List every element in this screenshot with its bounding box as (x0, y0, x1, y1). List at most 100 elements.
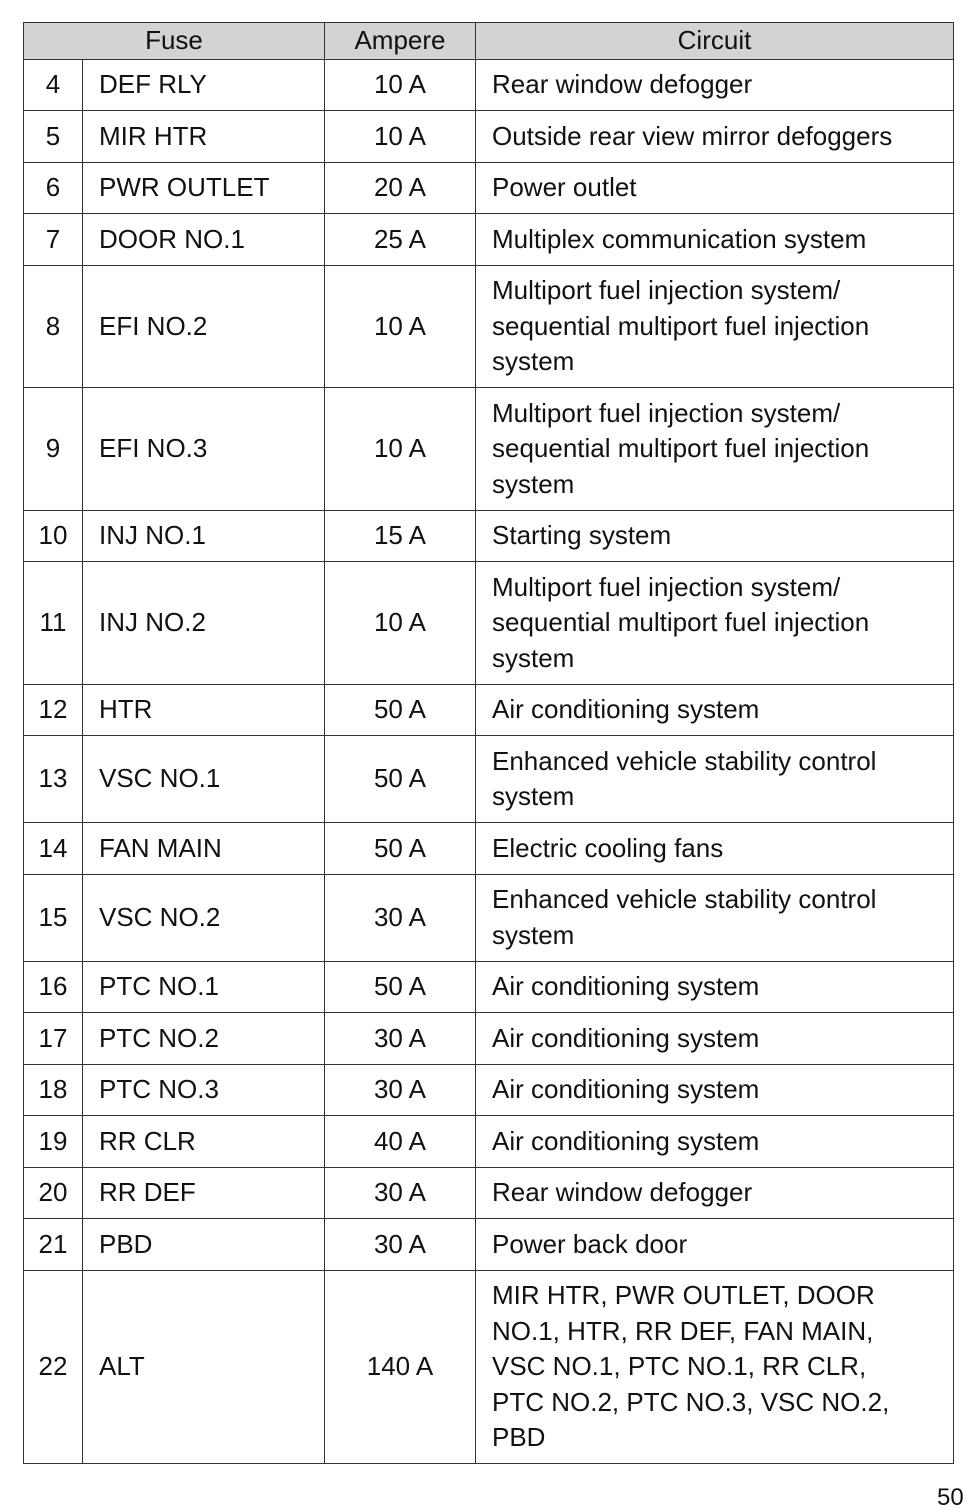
circuit: Air conditioning system (475, 1115, 954, 1168)
circuit: Air conditioning system (475, 1063, 954, 1116)
table-header: Fuse Ampere Circuit (23, 22, 954, 60)
circuit-line: Rear window defogger (492, 69, 753, 99)
circuit-line: VSC NO.1, PTC NO.1, RR CLR, (492, 1351, 867, 1381)
circuit: Air conditioning system (475, 1012, 954, 1065)
fuse-table: Fuse Ampere Circuit 4 DEF RLY 10 A Rear win… (23, 22, 954, 1464)
table-row: 21 PBD 30 A Power back door (23, 1218, 954, 1271)
fuse-name: PTC NO.2 (82, 1012, 325, 1065)
circuit-line: system (492, 919, 575, 950)
ampere: 50 A (324, 683, 476, 736)
fuse-name: DOOR NO.1 (82, 213, 325, 266)
fuse-name: ALT (82, 1269, 325, 1464)
circuit-line: system (492, 781, 575, 811)
fuse-number: 17 (23, 1012, 83, 1065)
circuit-line: Air conditioning system (492, 1022, 760, 1053)
header-cell: Fuse (23, 22, 325, 60)
ampere: 50 A (324, 960, 476, 1013)
circuit: Air conditioning system (475, 960, 954, 1013)
ampere: 30 A (324, 873, 476, 962)
circuit: MIR HTR, PWR OUTLET, DOOR NO.1, HTR, RR D… (475, 1269, 954, 1464)
circuit: Multiport fuel injection system/sequenti… (475, 264, 954, 388)
fuse-number: 19 (23, 1115, 83, 1168)
fuse-number: 21 (23, 1218, 83, 1271)
table-row: 19 RR CLR 40 A Air conditioning system (23, 1115, 954, 1168)
page-number: 50 (937, 1484, 964, 1511)
circuit-line: Air conditioning system (492, 694, 760, 724)
table-row: 22 ALT 140 A MIR HTR, PWR OUTLET, DOOR NO.1,… (23, 1269, 954, 1464)
table-row: 12 HTR 50 A Air conditioning system (23, 683, 954, 736)
fuse-name: INJ NO.2 (82, 561, 325, 685)
circuit-line: system (492, 642, 575, 673)
fuse-name: INJ NO.1 (82, 509, 325, 562)
fuse-number: 9 (23, 387, 83, 511)
circuit: Electric cooling fans (475, 822, 954, 875)
fuse-name: PTC NO.3 (82, 1063, 325, 1116)
ampere: 15 A (324, 509, 476, 562)
fuse-number: 4 (23, 58, 83, 111)
circuit-line: system (492, 468, 575, 499)
circuit: Multiport fuel injection system/sequenti… (475, 387, 954, 511)
fuse-number: 22 (23, 1269, 83, 1464)
circuit-line: NO.1, HTR, RR DEF, FAN MAIN, (492, 1315, 874, 1346)
circuit: Enhanced vehicle stability control system (475, 873, 954, 962)
fuse-name: PBD (82, 1218, 325, 1271)
fuse-number: 10 (23, 509, 83, 562)
circuit-line: Power back door (492, 1228, 688, 1259)
fuse-number: 13 (23, 735, 83, 823)
table-row: 7 DOOR NO.1 25 A Multiplex communication sy… (23, 213, 954, 266)
fuse-name: RR CLR (82, 1115, 325, 1168)
ampere: 20 A (324, 161, 476, 214)
fuse-number: 5 (23, 110, 83, 163)
ampere: 50 A (324, 822, 476, 875)
fuse-number: 15 (23, 873, 83, 962)
fuse-number: 6 (23, 161, 83, 214)
circuit-line: Air conditioning system (492, 1074, 760, 1104)
fuse-name: HTR (82, 683, 325, 736)
circuit-line: Multiport fuel injection system/ (492, 571, 841, 602)
fuse-name: VSC NO.2 (82, 873, 325, 962)
table-row: 13 VSC NO.1 50 A Enhanced vehicle stability… (23, 735, 954, 823)
ampere: 30 A (324, 1218, 476, 1271)
table-row: 17 PTC NO.2 30 A Air conditioning system (23, 1012, 954, 1065)
table-row: 15 VSC NO.2 30 A Enhanced vehicle stability… (23, 873, 954, 962)
fuse-number: 14 (23, 822, 83, 875)
circuit-line: MIR HTR, PWR OUTLET, DOOR (492, 1280, 875, 1310)
ampere: 140 A (324, 1269, 476, 1464)
header-cell: Circuit (475, 22, 954, 60)
ampere: 10 A (324, 387, 476, 511)
circuit: Outside rear view mirror defoggers (475, 110, 954, 163)
circuit-line: PBD (492, 1422, 546, 1452)
fuse-name: VSC NO.1 (82, 735, 325, 823)
circuit: Multiport fuel injection system/sequenti… (475, 561, 954, 685)
table-row: 11 INJ NO.2 10 A Multiport fuel injection s… (23, 561, 954, 685)
table-row: 6 PWR OUTLET 20 A Power outlet (23, 161, 954, 214)
circuit-line: Enhanced vehicle stability control (492, 884, 877, 914)
ampere: 30 A (324, 1166, 476, 1219)
circuit-line: sequential multiport fuel injection (492, 433, 870, 463)
circuit-line: PTC NO.2, PTC NO.3, VSC NO.2, (492, 1386, 890, 1417)
ampere: 30 A (324, 1063, 476, 1116)
circuit-line: Multiport fuel injection system/ (492, 275, 841, 305)
table-row: 14 FAN MAIN 50 A Electric cooling fans (23, 822, 954, 875)
fuse-name: PTC NO.1 (82, 960, 325, 1013)
circuit: Power back door (475, 1218, 954, 1271)
circuit: Starting system (475, 509, 954, 562)
circuit-line: Air conditioning system (492, 1125, 760, 1156)
fuse-name: EFI NO.3 (82, 387, 325, 511)
circuit-line: Electric cooling fans (492, 832, 724, 863)
circuit-line: Multiplex communication system (492, 223, 867, 254)
header-row: Fuse Ampere Circuit (23, 22, 954, 60)
circuit: Rear window defogger (475, 1166, 954, 1219)
circuit-line: system (492, 346, 575, 376)
ampere: 30 A (324, 1012, 476, 1065)
fuse-number: 20 (23, 1166, 83, 1219)
circuit-line: Power outlet (492, 172, 637, 202)
table-row: 9 EFI NO.3 10 A Multiport fuel injection sy… (23, 387, 954, 511)
circuit: Air conditioning system (475, 683, 954, 736)
circuit-line: sequential multiport fuel injection (492, 607, 870, 637)
ampere: 50 A (324, 735, 476, 823)
fuse-number: 7 (23, 213, 83, 266)
table-row: 20 RR DEF 30 A Rear window defogger (23, 1166, 954, 1219)
fuse-number: 16 (23, 960, 83, 1013)
